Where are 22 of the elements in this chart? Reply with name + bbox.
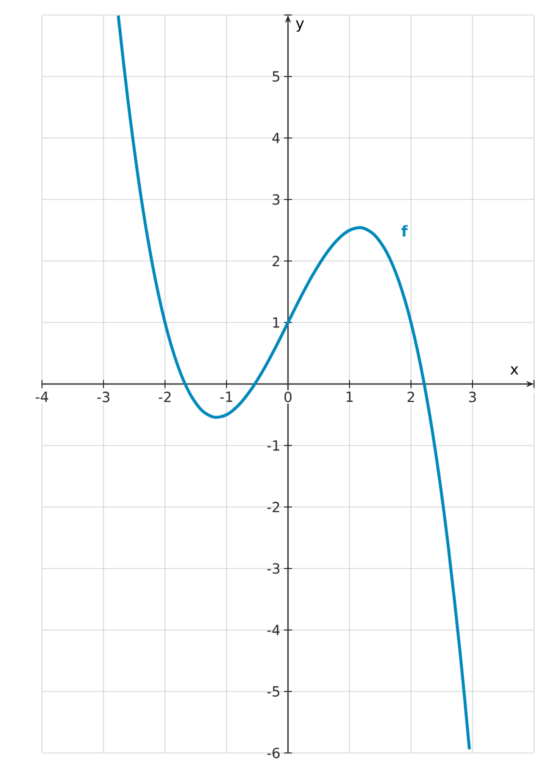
x-tick-label: 0 — [284, 392, 292, 402]
y-tick-label: -3 — [267, 563, 280, 574]
y-axis-title: y — [296, 20, 304, 32]
x-tick-label: -2 — [158, 392, 171, 402]
x-tick-label: -4 — [36, 392, 48, 402]
y-tick-label: 4 — [272, 132, 280, 144]
x-tick-label: 2 — [408, 392, 414, 402]
y-tick-label: -6 — [267, 748, 280, 758]
x-tick-label: 1 — [346, 392, 353, 402]
y-tick-label: 5 — [272, 71, 280, 82]
x-tick-label: 3 — [469, 392, 476, 402]
series-label: f — [401, 225, 408, 236]
y-tick-label: -4 — [267, 624, 280, 636]
y-tick-label: 3 — [272, 194, 280, 205]
y-tick-label: -5 — [267, 686, 280, 697]
x-tick-label: -1 — [220, 392, 232, 402]
x-tick-label: -3 — [97, 392, 110, 402]
y-tick-label: -1 — [267, 440, 280, 451]
x-axis-title: x — [510, 366, 518, 374]
y-tick-label: 2 — [272, 256, 280, 266]
y-tick-label: -2 — [267, 502, 280, 512]
y-tick-label: 1 — [273, 317, 280, 328]
